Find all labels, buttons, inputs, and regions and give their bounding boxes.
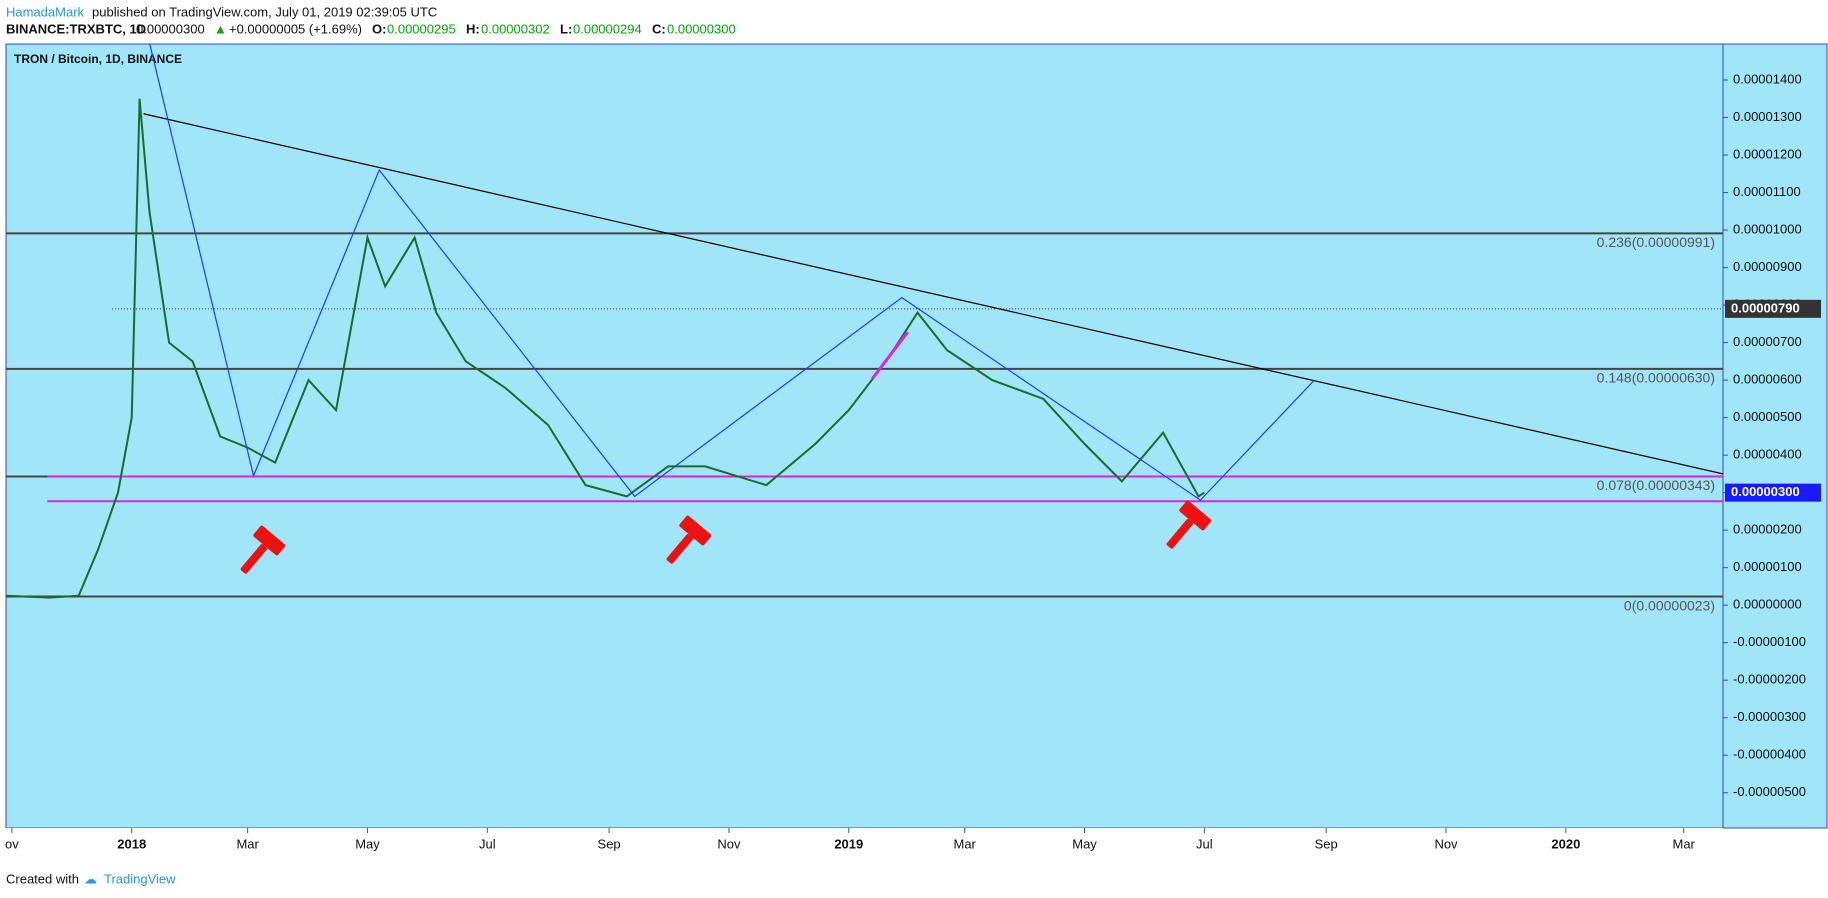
y-tick-label: 0.00000400 <box>1733 447 1802 462</box>
fib-label: 0.148(0.00000630) <box>1597 370 1715 386</box>
x-tick-label: Nov <box>1434 836 1458 851</box>
hammer-icon <box>666 515 712 564</box>
y-tick-label: 0.00001300 <box>1733 109 1802 124</box>
magenta-segment <box>871 331 909 380</box>
time-axis <box>6 828 1723 862</box>
brand[interactable]: TradingView <box>104 871 176 886</box>
y-tick-label: 0.00000100 <box>1733 559 1802 574</box>
price-label-box <box>1725 299 1821 318</box>
cloud-icon: ☁ <box>84 871 97 886</box>
c: 0.00000300 <box>667 21 736 36</box>
y-tick-label: 0.00001000 <box>1733 221 1802 236</box>
fib-label: 0(0.00000023) <box>1624 597 1715 613</box>
plot-area <box>5 43 1724 829</box>
y-tick-label: 0.00000600 <box>1733 372 1802 387</box>
chart-title: TRON / Bitcoin, 1D, BINANCE <box>14 52 182 66</box>
x-tick-label: Nov <box>717 836 741 851</box>
x-tick-label: Jul <box>479 836 496 851</box>
y-tick-label: 0.00000000 <box>1733 597 1802 612</box>
y-tick-label: 0.00001400 <box>1733 71 1802 86</box>
price: 0.00000300 <box>136 21 205 36</box>
l-label: L: <box>560 21 572 36</box>
o-label: O: <box>372 21 386 36</box>
x-tick-label: 2018 <box>117 836 146 851</box>
trendline <box>143 113 1723 475</box>
author[interactable]: HamadaMark <box>6 4 85 19</box>
zigzag-line <box>149 44 1315 501</box>
fib-label: 0.236(0.00000991) <box>1597 234 1715 250</box>
hammers <box>240 500 1212 574</box>
x-tick-label: Mar <box>236 836 259 851</box>
x-tick-label: Sep <box>1315 836 1338 851</box>
y-tick-label: 0.00000500 <box>1733 409 1802 424</box>
price-line <box>6 98 1205 599</box>
x-tick-label: Mar <box>953 836 976 851</box>
l: 0.00000294 <box>573 21 642 36</box>
h-label: H: <box>466 21 480 36</box>
price-label: 0.00000790 <box>1731 300 1800 315</box>
y-tick-label: -0.00000400 <box>1733 747 1806 762</box>
published: published on TradingView.com, July 01, 2… <box>92 4 437 19</box>
x-tick-label: Sep <box>598 836 621 851</box>
y-tick-label: 0.00000900 <box>1733 259 1802 274</box>
x-tick-label: 2020 <box>1551 836 1580 851</box>
price-axis <box>1722 43 1828 829</box>
change: +0.00000005 (+1.69%) <box>229 21 362 36</box>
y-tick-label: 0.00000200 <box>1733 522 1802 537</box>
price-label-box <box>1725 483 1821 502</box>
symbol: BINANCE:TRXBTC, 1D <box>6 21 146 36</box>
created-with: Created with <box>6 871 79 886</box>
x-tick-label: ov <box>5 836 19 851</box>
x-tick-label: May <box>355 836 380 851</box>
y-tick-label: 0.00001200 <box>1733 146 1802 161</box>
x-tick-label: 2019 <box>834 836 863 851</box>
hammer-icon <box>240 525 286 574</box>
o: 0.00000295 <box>387 21 456 36</box>
x-tick-label: Jul <box>1196 836 1213 851</box>
x-tick-label: Mar <box>1673 836 1696 851</box>
y-tick-label: -0.00000500 <box>1733 784 1806 799</box>
y-tick-label: -0.00000100 <box>1733 634 1806 649</box>
hammer-icon <box>1166 500 1212 549</box>
x-tick-label: May <box>1072 836 1097 851</box>
y-tick-label: -0.00000200 <box>1733 672 1806 687</box>
y-tick-label: -0.00000300 <box>1733 709 1806 724</box>
up-arrow: ▲ <box>214 21 227 36</box>
h: 0.00000302 <box>481 21 550 36</box>
y-tick-label: 0.00000700 <box>1733 334 1802 349</box>
c-label: C: <box>652 21 666 36</box>
price-label: 0.00000300 <box>1731 484 1800 499</box>
y-tick-label: 0.00001100 <box>1733 184 1801 199</box>
fib-label: 0.078(0.00000343) <box>1597 477 1715 493</box>
